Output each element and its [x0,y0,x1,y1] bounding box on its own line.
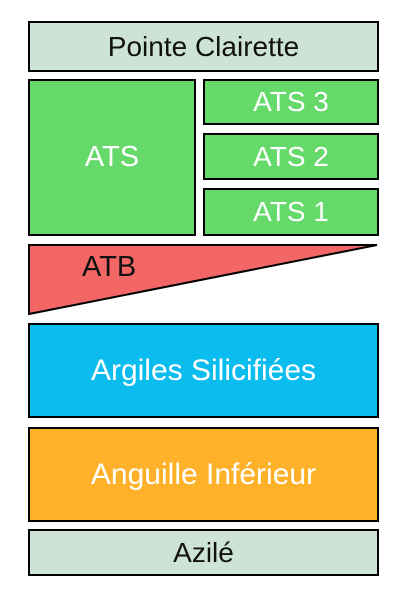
layer-ats-label: ATS [84,141,140,173]
layer-pointe-clairette-label: Pointe Clairette [107,30,300,62]
layer-ats-2-label: ATS 2 [253,140,329,172]
layer-ats-3-label: ATS 3 [253,86,329,117]
layer-ats: ATS [28,79,196,236]
layer-argiles-silicifiees: Argiles Silicifiées [28,323,379,418]
layer-azile: Azilé [28,529,379,576]
layer-ats-1-label: ATS 1 [253,196,329,227]
layer-anguille-inferieur-label: Anguille Inférieur [90,457,317,491]
layer-azile-label: Azilé [173,536,234,568]
layer-ats-2: ATS 2 [203,133,379,180]
layer-anguille-inferieur: Anguille Inférieur [28,427,379,522]
atb-wedge-shape [28,244,378,316]
layer-argiles-silicifiees-label: Argiles Silicifiées [90,353,317,387]
layer-ats-3: ATS 3 [203,79,379,125]
layer-atb-label: ATB [82,251,137,283]
layer-pointe-clairette: Pointe Clairette [28,21,379,72]
layer-ats-1: ATS 1 [203,188,379,236]
